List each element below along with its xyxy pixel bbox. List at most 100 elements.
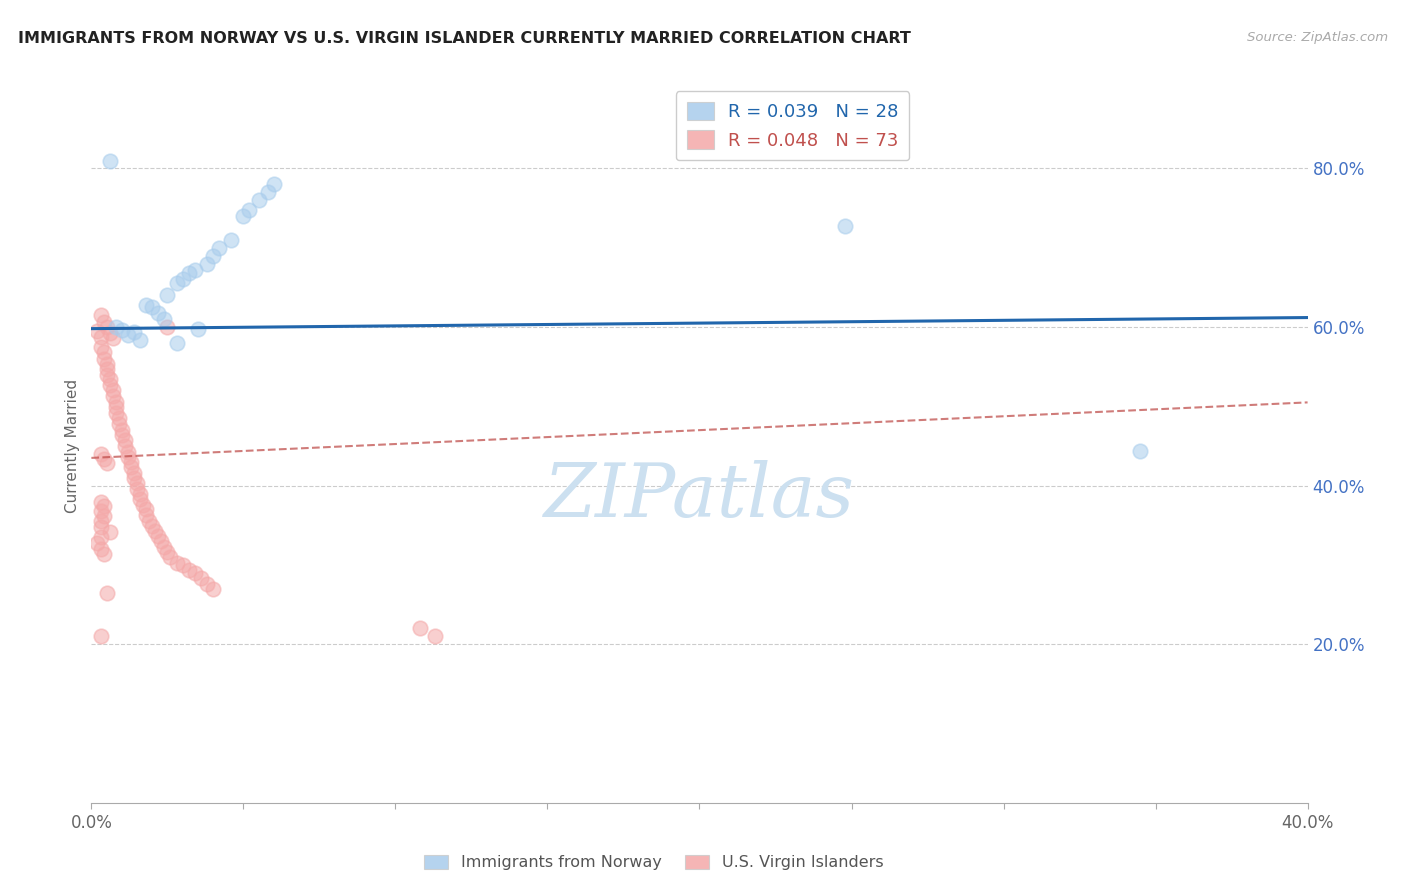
- Point: [125, 476, 148, 491]
- Point: [101, 389, 124, 403]
- Point: [96, 368, 118, 382]
- Point: [111, 323, 134, 337]
- Point: [117, 328, 139, 343]
- Point: [122, 325, 145, 339]
- Point: [98, 372, 121, 386]
- Point: [122, 466, 145, 480]
- Point: [104, 400, 127, 414]
- Point: [156, 288, 179, 302]
- Legend: Immigrants from Norway, U.S. Virgin Islanders: Immigrants from Norway, U.S. Virgin Isla…: [418, 848, 890, 877]
- Point: [129, 486, 152, 500]
- Point: [117, 444, 139, 458]
- Point: [93, 547, 115, 561]
- Point: [93, 451, 115, 466]
- Point: [107, 411, 129, 425]
- Point: [101, 331, 124, 345]
- Point: [184, 263, 207, 277]
- Point: [132, 498, 155, 512]
- Point: [86, 535, 108, 549]
- Point: [141, 300, 163, 314]
- Point: [159, 549, 181, 564]
- Point: [86, 324, 108, 338]
- Point: [98, 326, 121, 340]
- Text: IMMIGRANTS FROM NORWAY VS U.S. VIRGIN ISLANDER CURRENTLY MARRIED CORRELATION CHA: IMMIGRANTS FROM NORWAY VS U.S. VIRGIN IS…: [18, 31, 911, 46]
- Point: [96, 320, 118, 334]
- Point: [238, 202, 260, 217]
- Point: [187, 321, 209, 335]
- Point: [202, 582, 225, 596]
- Point: [177, 266, 200, 280]
- Point: [172, 558, 194, 572]
- Point: [135, 502, 157, 516]
- Point: [89, 629, 111, 643]
- Point: [89, 520, 111, 534]
- Point: [96, 457, 118, 471]
- Point: [195, 257, 218, 271]
- Point: [150, 534, 173, 549]
- Point: [89, 514, 111, 528]
- Point: [129, 492, 152, 507]
- Point: [89, 340, 111, 354]
- Point: [138, 514, 160, 528]
- Point: [148, 529, 170, 543]
- Point: [129, 333, 152, 347]
- Point: [135, 298, 157, 312]
- Point: [89, 447, 111, 461]
- Point: [93, 345, 115, 359]
- Point: [120, 455, 142, 469]
- Point: [93, 351, 115, 366]
- Point: [89, 504, 111, 518]
- Point: [208, 241, 231, 255]
- Point: [166, 276, 188, 290]
- Point: [143, 524, 166, 538]
- Point: [89, 530, 111, 544]
- Point: [104, 320, 127, 334]
- Point: [156, 320, 179, 334]
- Point: [247, 193, 270, 207]
- Point: [96, 585, 118, 599]
- Point: [122, 471, 145, 485]
- Point: [184, 566, 207, 580]
- Point: [101, 384, 124, 398]
- Point: [172, 272, 194, 286]
- Point: [93, 500, 115, 514]
- Point: [156, 545, 179, 559]
- Point: [89, 308, 111, 322]
- Point: [93, 314, 115, 328]
- Point: [195, 577, 218, 591]
- Text: ZIPatlas: ZIPatlas: [544, 459, 855, 533]
- Point: [177, 564, 200, 578]
- Point: [111, 428, 134, 442]
- Point: [98, 378, 121, 392]
- Point: [166, 335, 188, 350]
- Point: [89, 329, 111, 343]
- Point: [111, 423, 134, 437]
- Point: [834, 219, 856, 233]
- Point: [166, 556, 188, 570]
- Point: [93, 508, 115, 523]
- Y-axis label: Currently Married: Currently Married: [65, 379, 80, 513]
- Point: [232, 209, 254, 223]
- Point: [148, 306, 170, 320]
- Point: [135, 508, 157, 522]
- Point: [423, 629, 446, 643]
- Point: [125, 482, 148, 496]
- Point: [89, 494, 111, 508]
- Point: [114, 439, 136, 453]
- Point: [1129, 443, 1152, 458]
- Point: [219, 233, 242, 247]
- Point: [256, 186, 278, 200]
- Legend: R = 0.039   N = 28, R = 0.048   N = 73: R = 0.039 N = 28, R = 0.048 N = 73: [676, 91, 910, 161]
- Point: [104, 406, 127, 420]
- Point: [190, 571, 212, 585]
- Point: [114, 434, 136, 448]
- Point: [120, 460, 142, 475]
- Point: [96, 362, 118, 376]
- Point: [202, 249, 225, 263]
- Point: [107, 417, 129, 431]
- Point: [141, 519, 163, 533]
- Point: [89, 542, 111, 557]
- Point: [104, 394, 127, 409]
- Point: [96, 357, 118, 371]
- Point: [153, 312, 176, 326]
